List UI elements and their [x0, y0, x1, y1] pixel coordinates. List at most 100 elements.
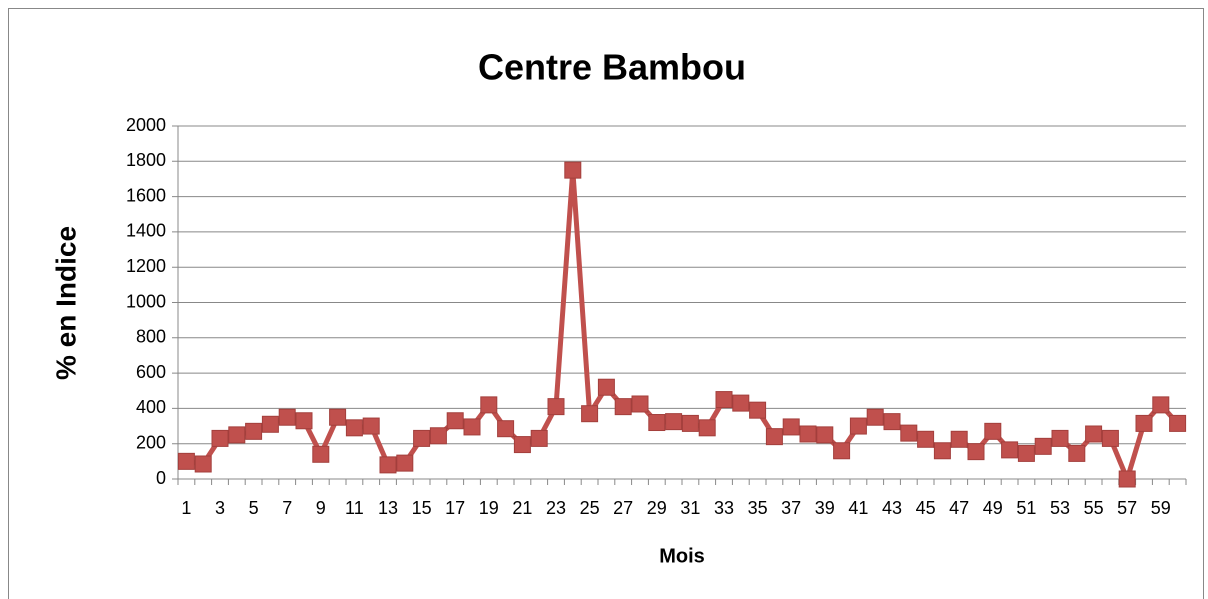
- marker: [480, 396, 498, 414]
- x-tick-label: 51: [1016, 498, 1036, 518]
- x-tick-label: 15: [412, 498, 432, 518]
- x-tick-label: 33: [714, 498, 734, 518]
- marker: [530, 429, 548, 447]
- marker: [211, 429, 229, 447]
- x-tick-label: 17: [445, 498, 465, 518]
- marker: [345, 419, 363, 437]
- y-tick-label: 1600: [126, 185, 166, 205]
- marker: [984, 422, 1002, 440]
- y-tick-label: 1200: [126, 256, 166, 276]
- y-tick-label: 400: [136, 397, 166, 417]
- marker: [698, 419, 716, 437]
- marker: [581, 405, 599, 423]
- x-tick-label: 59: [1151, 498, 1171, 518]
- x-tick-label: 23: [546, 498, 566, 518]
- x-tick-label: 21: [512, 498, 532, 518]
- marker: [497, 420, 515, 438]
- marker: [782, 418, 800, 436]
- marker: [228, 426, 246, 444]
- marker: [665, 413, 683, 431]
- marker: [1152, 396, 1170, 414]
- marker: [379, 456, 397, 474]
- x-tick-label: 5: [249, 498, 259, 518]
- x-tick-label: 53: [1050, 498, 1070, 518]
- y-tick-label: 200: [136, 432, 166, 452]
- marker: [749, 401, 767, 419]
- x-tick-label: 45: [916, 498, 936, 518]
- marker: [245, 422, 263, 440]
- marker: [194, 455, 212, 473]
- x-tick-label: 3: [215, 498, 225, 518]
- marker: [933, 442, 951, 460]
- y-tick-label: 1400: [126, 221, 166, 241]
- marker: [312, 445, 330, 463]
- y-tick-label: 1800: [126, 150, 166, 170]
- marker: [917, 430, 935, 448]
- x-tick-label: 39: [815, 498, 835, 518]
- marker: [614, 398, 632, 416]
- marker: [396, 454, 414, 472]
- x-axis-label: Mois: [659, 545, 705, 567]
- marker: [866, 408, 884, 426]
- marker: [1135, 414, 1153, 432]
- marker: [1001, 441, 1019, 459]
- marker: [1051, 429, 1069, 447]
- marker: [429, 427, 447, 445]
- y-tick-label: 600: [136, 362, 166, 382]
- marker: [329, 408, 347, 426]
- y-tick-label: 1000: [126, 291, 166, 311]
- marker: [513, 436, 531, 454]
- y-tick-label: 0: [156, 468, 166, 488]
- x-tick-label: 11: [345, 498, 364, 518]
- marker: [597, 378, 615, 396]
- marker: [1034, 437, 1052, 455]
- marker: [362, 417, 380, 435]
- marker: [1017, 444, 1035, 462]
- marker: [648, 414, 666, 432]
- marker: [446, 412, 464, 430]
- x-tick-label: 31: [680, 498, 700, 518]
- y-tick-label: 2000: [126, 115, 166, 135]
- marker: [883, 413, 901, 431]
- marker: [950, 430, 968, 448]
- marker: [765, 428, 783, 446]
- marker: [816, 426, 834, 444]
- marker: [1169, 414, 1187, 432]
- y-tick-label: 800: [136, 327, 166, 347]
- marker: [564, 161, 582, 179]
- y-axis-label: % en Indice: [50, 226, 81, 380]
- x-tick-label: 41: [848, 498, 868, 518]
- marker: [799, 425, 817, 443]
- x-tick-label: 43: [882, 498, 902, 518]
- marker: [849, 417, 867, 435]
- x-tick-label: 55: [1084, 498, 1104, 518]
- marker: [833, 442, 851, 460]
- x-tick-label: 13: [378, 498, 398, 518]
- marker: [681, 414, 699, 432]
- marker: [1118, 470, 1136, 488]
- chart-title: Centre Bambou: [478, 47, 746, 88]
- marker: [463, 418, 481, 436]
- marker: [1068, 444, 1086, 462]
- marker: [261, 415, 279, 433]
- x-tick-label: 57: [1117, 498, 1137, 518]
- x-tick-label: 1: [181, 498, 191, 518]
- x-tick-label: 27: [613, 498, 633, 518]
- x-tick-label: 19: [479, 498, 499, 518]
- marker: [1101, 429, 1119, 447]
- marker: [631, 395, 649, 413]
- x-tick-label: 25: [580, 498, 600, 518]
- marker: [295, 412, 313, 430]
- x-tick-label: 49: [983, 498, 1003, 518]
- x-tick-label: 47: [949, 498, 969, 518]
- x-tick-label: 7: [282, 498, 292, 518]
- marker: [413, 429, 431, 447]
- x-tick-label: 37: [781, 498, 801, 518]
- x-tick-label: 9: [316, 498, 326, 518]
- marker: [278, 408, 296, 426]
- marker: [900, 424, 918, 442]
- chart-border: [8, 8, 1204, 599]
- marker: [1085, 425, 1103, 443]
- marker: [177, 452, 195, 470]
